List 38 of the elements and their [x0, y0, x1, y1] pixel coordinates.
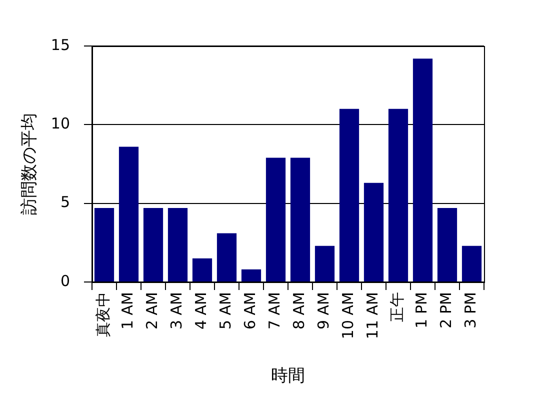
x-tick-label: 正午 [388, 292, 406, 322]
bar [437, 208, 458, 282]
bar [462, 246, 482, 282]
x-tick-label: 6 AM [241, 292, 260, 330]
x-tick-label: 10 AM [339, 292, 358, 340]
x-tick-label: 4 AM [192, 292, 210, 330]
x-tick-label: 2 PM [437, 292, 456, 328]
x-tick-label: 5 AM [216, 292, 235, 330]
bar [364, 182, 384, 282]
bar [118, 146, 139, 282]
bar [241, 269, 262, 282]
x-tick-label: 3 PM [462, 292, 480, 328]
x-tick-label: 1 PM [412, 292, 431, 328]
bar [94, 208, 114, 282]
y-tick-label: 0 [60, 272, 70, 290]
x-tick-label: 8 AM [290, 292, 308, 330]
x-tick-label: 2 AM [143, 292, 162, 330]
bar [216, 233, 237, 282]
x-tick-label: 9 AM [314, 292, 333, 330]
x-tick-label: 真夜中 [94, 292, 112, 337]
bar [290, 158, 310, 282]
bar [143, 208, 164, 282]
bar [266, 158, 286, 282]
x-tick-label: 7 AM [266, 292, 284, 330]
y-tick-label: 10 [50, 114, 70, 133]
y-tick-label: 5 [60, 193, 70, 212]
y-axis-title: 訪問数の平均 [20, 113, 40, 215]
x-tick-label: 1 AM [118, 292, 137, 330]
bar [388, 108, 408, 282]
y-tick-label: 15 [50, 36, 70, 54]
bar [412, 58, 433, 282]
x-axis-title: 時間 [271, 366, 305, 386]
bar [192, 258, 212, 282]
bar [314, 246, 335, 282]
x-tick-label: 11 AM [364, 292, 382, 340]
bar [339, 108, 360, 282]
x-tick-label: 3 AM [168, 292, 186, 330]
bar [168, 208, 188, 282]
